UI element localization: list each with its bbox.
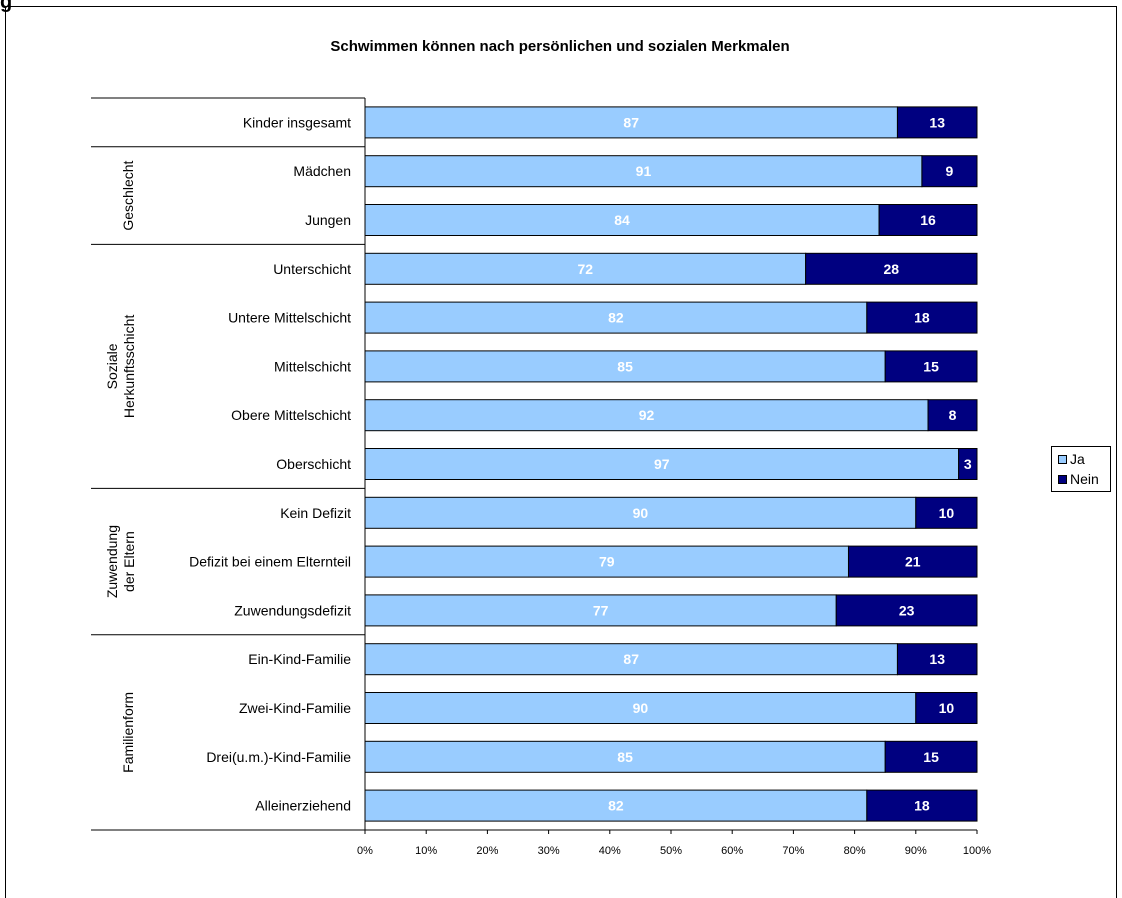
x-tick-label-10: 100% bbox=[963, 845, 991, 857]
data-label-nein-zwei-kind-familie: 10 bbox=[939, 700, 955, 716]
legend-label-nein: Nein bbox=[1070, 471, 1099, 487]
data-label-nein-oberschicht: 3 bbox=[964, 456, 972, 472]
bar-ja-kinder-insgesamt bbox=[364, 106, 898, 139]
bar-nein-alleinerziehend bbox=[866, 789, 978, 822]
bar-nein-defizit-bei-einem-elternteil bbox=[847, 545, 978, 578]
bar-nein-obere-mittelschicht bbox=[927, 399, 978, 432]
bar-ja-obere-mittelschicht bbox=[364, 399, 929, 432]
x-tick-label-0: 0% bbox=[357, 845, 373, 857]
category-label-ein-kind-familie: Ein-Kind-Familie bbox=[248, 651, 351, 667]
legend-swatch-nein bbox=[1058, 474, 1067, 484]
bar-nein-kein-defizit bbox=[915, 496, 978, 529]
data-label-nein-mittelschicht: 15 bbox=[923, 358, 939, 374]
category-label-obere-mittelschicht: Obere Mittelschicht bbox=[231, 407, 351, 423]
bar-ja-alleinerziehend bbox=[364, 789, 868, 822]
bar-nein-untere-mittelschicht bbox=[866, 301, 978, 334]
bar-nein-mittelschicht bbox=[884, 350, 978, 383]
category-label-mädchen: Mädchen bbox=[293, 163, 351, 179]
data-label-nein-ein-kind-familie: 13 bbox=[929, 651, 945, 667]
data-label-nein-unterschicht: 28 bbox=[884, 261, 900, 277]
data-label-ja-zuwendungsdefizit: 77 bbox=[593, 602, 609, 618]
legend-swatch-ja bbox=[1058, 454, 1067, 464]
data-label-ja-mädchen: 91 bbox=[636, 163, 652, 179]
category-label-alleinerziehend: Alleinerziehend bbox=[255, 798, 351, 814]
bar-nein-drei-u-m-kind-familie bbox=[884, 740, 978, 773]
category-label-defizit-bei-einem-elternteil: Defizit bei einem Elternteil bbox=[189, 554, 351, 570]
bar-nein-kinder-insgesamt bbox=[896, 106, 978, 139]
bar-nein-ein-kind-familie bbox=[896, 643, 978, 676]
data-label-ja-kinder-insgesamt: 87 bbox=[623, 114, 639, 130]
legend-item-nein: Nein bbox=[1058, 470, 1099, 488]
x-tick-label-1: 10% bbox=[415, 845, 437, 857]
data-label-nein-obere-mittelschicht: 8 bbox=[949, 407, 957, 423]
category-label-zuwendungsdefizit: Zuwendungsdefizit bbox=[234, 602, 351, 618]
bar-nein-oberschicht bbox=[958, 448, 978, 480]
bar-nein-zuwendungsdefizit bbox=[835, 594, 978, 627]
bar-ja-zuwendungsdefizit bbox=[364, 594, 837, 627]
bar-ja-unterschicht bbox=[364, 252, 807, 285]
legend-item-ja: Ja bbox=[1058, 450, 1085, 468]
bar-nein-zwei-kind-familie bbox=[915, 692, 978, 724]
category-label-oberschicht: Oberschicht bbox=[276, 456, 351, 472]
chart-frame bbox=[5, 6, 1117, 898]
data-label-nein-kinder-insgesamt: 13 bbox=[929, 114, 945, 130]
bar-ja-oberschicht bbox=[364, 448, 960, 480]
data-label-nein-jungen: 16 bbox=[920, 212, 936, 228]
category-label-mittelschicht: Mittelschicht bbox=[274, 358, 351, 374]
x-tick-label-3: 30% bbox=[538, 845, 560, 857]
data-label-nein-defizit-bei-einem-elternteil: 21 bbox=[905, 554, 921, 570]
bar-ja-defizit-bei-einem-elternteil bbox=[364, 545, 849, 578]
category-label-unterschicht: Unterschicht bbox=[273, 261, 351, 277]
x-tick-label-2: 20% bbox=[476, 845, 498, 857]
legend-label-ja: Ja bbox=[1070, 451, 1085, 467]
bar-ja-mädchen bbox=[364, 155, 923, 188]
data-label-ja-drei-u-m-kind-familie: 85 bbox=[617, 749, 633, 765]
bar-ja-drei-u-m-kind-familie bbox=[364, 740, 886, 773]
x-tick-label-4: 40% bbox=[599, 845, 621, 857]
data-label-ja-kein-defizit: 90 bbox=[633, 505, 649, 521]
x-tick-label-7: 70% bbox=[782, 845, 804, 857]
bar-nein-mädchen bbox=[921, 155, 978, 188]
category-label-kein-defizit: Kein Defizit bbox=[280, 505, 351, 521]
data-label-nein-mädchen: 9 bbox=[946, 163, 954, 179]
bar-nein-unterschicht bbox=[805, 252, 978, 285]
x-tick-label-6: 60% bbox=[721, 845, 743, 857]
data-label-ja-zwei-kind-familie: 90 bbox=[633, 700, 649, 716]
category-label-zwei-kind-familie: Zwei-Kind-Familie bbox=[239, 700, 351, 716]
data-label-ja-alleinerziehend: 82 bbox=[608, 798, 624, 814]
bar-ja-ein-kind-familie bbox=[364, 643, 898, 676]
data-label-ja-jungen: 84 bbox=[614, 212, 630, 228]
x-tick-label-5: 50% bbox=[660, 845, 682, 857]
x-tick-label-8: 80% bbox=[844, 845, 866, 857]
data-label-nein-alleinerziehend: 18 bbox=[914, 798, 930, 814]
data-label-nein-untere-mittelschicht: 18 bbox=[914, 310, 930, 326]
bar-ja-zwei-kind-familie bbox=[364, 692, 917, 724]
page-heading: g bbox=[0, 0, 13, 13]
x-tick-label-9: 90% bbox=[905, 845, 927, 857]
bar-ja-kein-defizit bbox=[364, 496, 917, 529]
chart-title: Schwimmen können nach persönlichen und s… bbox=[330, 38, 789, 55]
category-label-kinder-insgesamt: Kinder insgesamt bbox=[243, 114, 351, 130]
data-label-ja-oberschicht: 97 bbox=[654, 456, 670, 472]
group-label-soziale-herkunftsschicht: SozialeHerkunftsschicht bbox=[104, 315, 137, 419]
data-label-ja-defizit-bei-einem-elternteil: 79 bbox=[599, 554, 615, 570]
legend: Ja Nein bbox=[1051, 446, 1111, 492]
data-label-ja-unterschicht: 72 bbox=[578, 261, 594, 277]
group-label-zuwendung-der-eltern: Zuwendungder Eltern bbox=[104, 525, 137, 598]
group-label-geschlecht: Geschlecht bbox=[120, 160, 136, 230]
group-label-familienform: Familienform bbox=[120, 692, 136, 773]
category-label-drei-u-m-kind-familie: Drei(u.m.)-Kind-Familie bbox=[206, 749, 351, 765]
data-label-nein-drei-u-m-kind-familie: 15 bbox=[923, 749, 939, 765]
data-label-nein-zuwendungsdefizit: 23 bbox=[899, 602, 915, 618]
data-label-ja-untere-mittelschicht: 82 bbox=[608, 310, 624, 326]
category-label-jungen: Jungen bbox=[305, 212, 351, 228]
data-label-nein-kein-defizit: 10 bbox=[939, 505, 955, 521]
data-label-ja-obere-mittelschicht: 92 bbox=[639, 407, 655, 423]
category-label-untere-mittelschicht: Untere Mittelschicht bbox=[228, 310, 351, 326]
bar-nein-jungen bbox=[878, 204, 978, 236]
data-label-ja-mittelschicht: 85 bbox=[617, 358, 633, 374]
data-label-ja-ein-kind-familie: 87 bbox=[623, 651, 639, 667]
